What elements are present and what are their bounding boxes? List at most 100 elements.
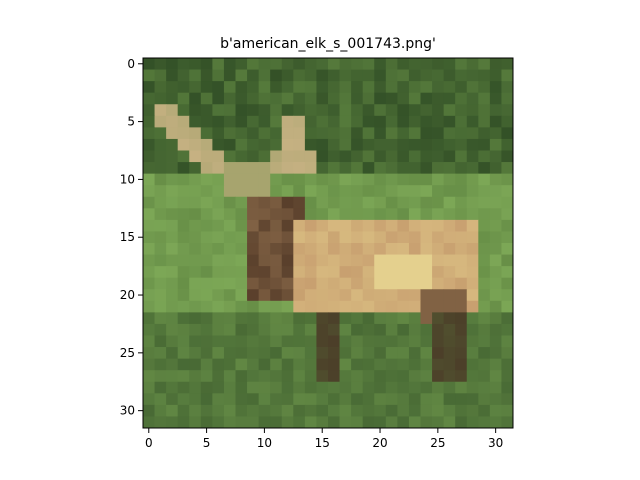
image-pixel [501,277,514,290]
image-pixel [455,92,468,105]
image-pixel [385,404,398,417]
image-pixel [304,115,317,128]
image-pixel [420,219,433,232]
image-pixel [408,347,421,360]
image-pixel [166,231,179,244]
image-pixel [478,162,491,175]
image-pixel [154,115,167,128]
image-pixel [339,138,352,151]
image-pixel [478,393,491,406]
image-pixel [374,58,387,70]
image-pixel [258,300,271,313]
image-pixel [339,416,352,429]
image-pixel [316,69,329,82]
image-pixel [385,277,398,290]
image-pixel [270,277,283,290]
image-pixel [501,208,514,221]
image-pixel [258,162,271,175]
image-pixel [212,92,225,105]
image-pixel [397,185,410,198]
image-pixel [408,173,421,186]
image-pixel [143,115,155,128]
image-pixel [247,300,260,313]
image-pixel [328,138,340,151]
image-pixel [316,104,329,117]
image-pixel [143,219,155,232]
image-pixel [328,219,340,232]
image-pixel [432,243,445,255]
image-pixel [362,162,375,175]
image-pixel [478,115,491,128]
image-pixel [235,92,248,105]
image-pixel [223,115,236,128]
image-pixel [293,347,306,360]
image-pixel [258,335,271,348]
image-pixel [362,335,375,348]
image-pixel [501,115,514,128]
image-pixel [235,416,248,429]
image-pixel [501,58,514,70]
image-pixel [339,92,352,105]
image-pixel [455,300,468,313]
image-pixel [328,323,340,336]
image-pixel [258,58,271,70]
image-pixel [328,393,340,406]
image-pixel [432,277,445,290]
image-pixel [270,162,283,175]
image-pixel [281,358,294,371]
image-pixel [489,231,502,244]
image-pixel [293,138,306,151]
image-pixel [374,277,387,290]
image-pixel [420,127,433,140]
image-pixel [304,393,317,406]
image-pixel [466,404,479,417]
image-pixel [374,138,387,151]
image-pixel [362,173,375,186]
image-pixel [166,138,179,151]
image-pixel [154,243,167,255]
image-pixel [154,277,167,290]
image-pixel [143,58,155,70]
image-pixel [443,416,456,429]
y-tick-label: 25 [120,346,135,360]
image-pixel [478,323,491,336]
image-pixel [247,162,260,175]
image-pixel [281,416,294,429]
image-pixel [408,404,421,417]
image-pixel [489,92,502,105]
image-pixel [489,173,502,186]
image-pixel [235,393,248,406]
image-pixel [443,196,456,209]
image-pixel [247,150,260,163]
image-pixel [304,335,317,348]
image-pixel [212,323,225,336]
image-pixel [235,219,248,232]
image-pixel [143,231,155,244]
image-pixel [200,173,213,186]
image-pixel [235,381,248,394]
image-pixel [328,92,340,105]
image-pixel [466,208,479,221]
image-pixel [351,277,364,290]
image-pixel [281,104,294,117]
image-pixel [166,208,179,221]
image-pixel [212,69,225,82]
image-pixel [374,173,387,186]
image-pixel [432,335,445,348]
image-pixel [385,370,398,383]
image-pixel [443,219,456,232]
image-pixel [304,162,317,175]
image-pixel [223,219,236,232]
image-pixel [455,115,468,128]
image-pixel [189,277,202,290]
image-pixel [374,81,387,94]
image-pixel [316,300,329,313]
image-pixel [455,277,468,290]
image-pixel [455,266,468,279]
image-pixel [420,185,433,198]
image-pixel [397,300,410,313]
image-pixel [304,243,317,255]
image-pixel [166,370,179,383]
image-pixel [351,162,364,175]
image-pixel [501,92,514,105]
